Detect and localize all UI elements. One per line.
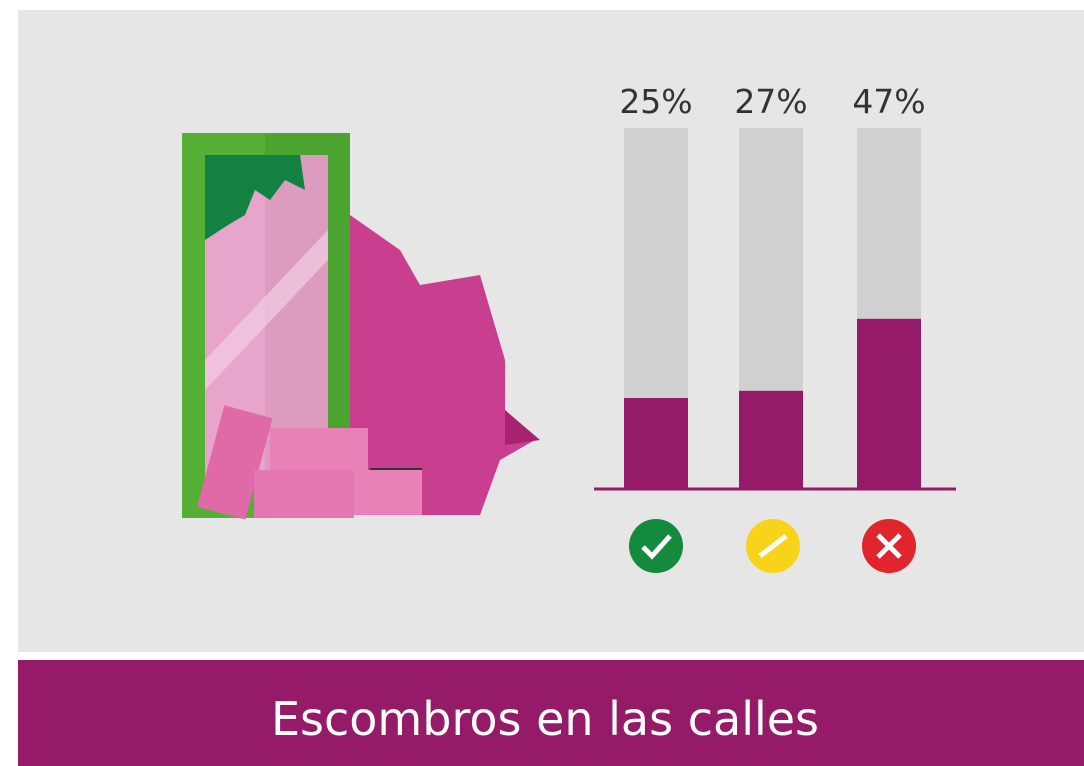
title-banner	[18, 660, 1084, 766]
bar	[857, 318, 921, 488]
value-label: 27%	[734, 82, 807, 121]
icons	[629, 519, 916, 573]
chart-title: Escombros en las calles	[271, 692, 819, 746]
illustration	[182, 133, 540, 520]
value-label: 47%	[852, 82, 925, 121]
value-label: 25%	[619, 82, 692, 121]
bar	[739, 390, 803, 488]
bar	[624, 398, 688, 488]
